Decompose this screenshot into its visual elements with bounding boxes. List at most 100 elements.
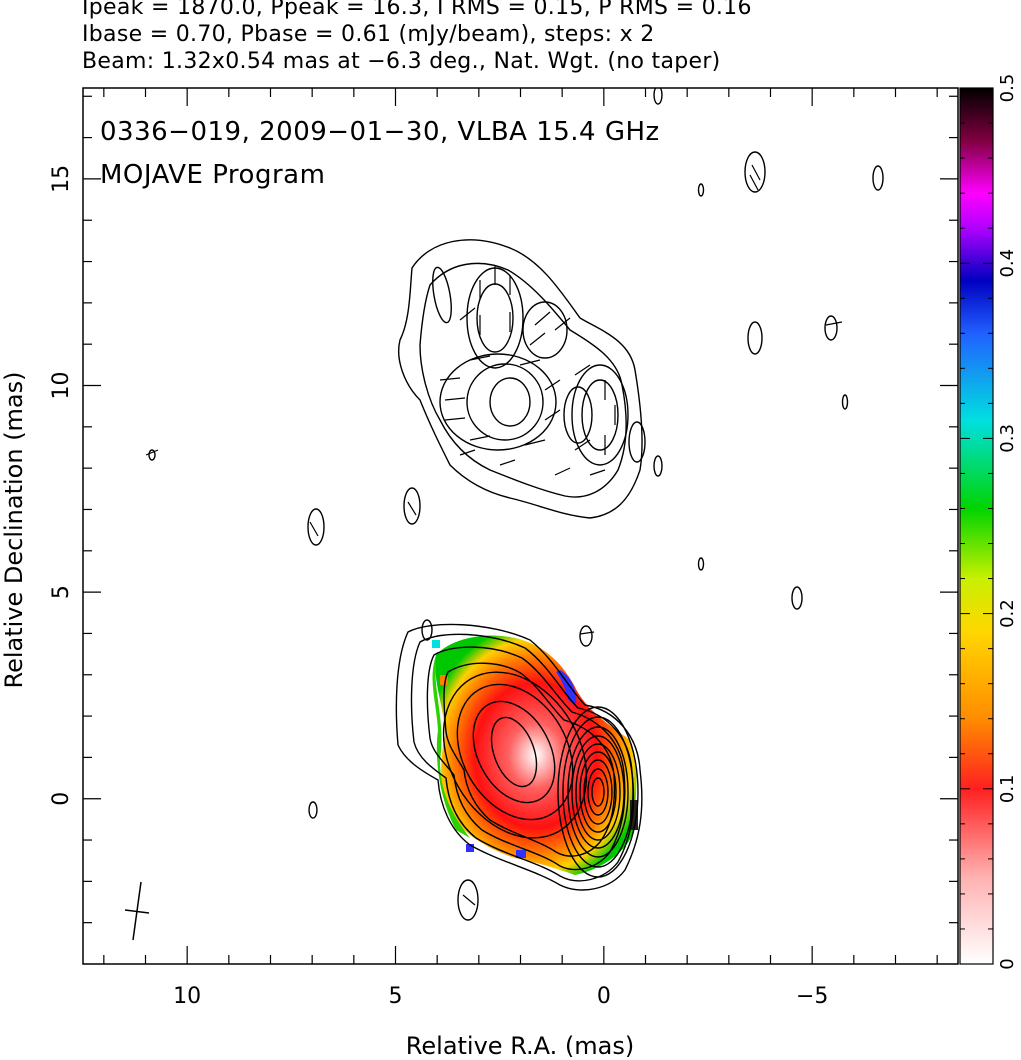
contour-line xyxy=(490,716,538,788)
beam-marker xyxy=(124,881,150,941)
polarization-pixel xyxy=(432,640,440,648)
contour-line xyxy=(419,262,627,498)
evpa-tick xyxy=(459,449,476,456)
evpa-tick xyxy=(407,501,417,516)
evpa-tick xyxy=(554,467,571,476)
contour-line xyxy=(456,683,574,821)
evpa-tick xyxy=(554,317,571,331)
evpa-tick xyxy=(145,449,159,456)
contour-line xyxy=(824,315,838,341)
colorbar-tick-label: 0 xyxy=(997,958,1018,969)
contour-line xyxy=(476,283,514,353)
contour-line xyxy=(791,586,803,610)
y-tick-label: 0 xyxy=(49,792,74,806)
contour-line xyxy=(591,777,605,807)
evpa-tick xyxy=(529,332,546,346)
evpa-tick xyxy=(519,359,541,366)
contour-line xyxy=(587,768,609,816)
evpa-tick xyxy=(462,894,476,906)
contour-line xyxy=(653,455,663,477)
colorbar-tick-label: 0.1 xyxy=(997,774,1018,803)
contour-line xyxy=(307,508,325,546)
contour-line xyxy=(567,726,629,858)
intensity-contours xyxy=(148,88,884,921)
header-line-3: Beam: 1.32x0.54 mas at −6.3 deg., Nat. W… xyxy=(82,49,721,74)
contour-line xyxy=(571,364,629,466)
evpa-tick xyxy=(309,521,319,537)
evpa-tick xyxy=(574,439,591,451)
evpa-tick xyxy=(544,409,561,421)
contour-line xyxy=(575,743,621,841)
evpa-tick xyxy=(574,364,591,376)
contour-line xyxy=(841,394,849,410)
evpa-tick xyxy=(579,631,595,635)
contour-line xyxy=(557,706,639,878)
contour-line xyxy=(562,716,634,868)
evpa-vectors xyxy=(145,164,843,906)
contour-line xyxy=(581,379,619,451)
contour-line xyxy=(426,646,626,871)
colorbar-axis: 0 0.1 0.2 0.3 0.4 0.5 xyxy=(960,74,1018,970)
evpa-tick xyxy=(444,417,466,421)
contour-line xyxy=(571,735,625,849)
x-tick-label: 10 xyxy=(173,984,201,1009)
contour-line xyxy=(697,557,705,571)
evpa-tick xyxy=(469,435,491,441)
source-annotation: 0336−019, 2009−01−30, VLBA 15.4 GHz xyxy=(100,117,660,147)
evpa-tick xyxy=(469,355,491,361)
contour-line xyxy=(403,487,421,525)
x-tick-label: −5 xyxy=(796,984,828,1009)
colorbar-tick-label: 0.5 xyxy=(997,74,1018,103)
x-axis-title: Relative R.A. (mas) xyxy=(406,1032,634,1060)
colorbar-tick-label: 0.3 xyxy=(997,424,1018,453)
y-axis-title: Relative Declination (mas) xyxy=(0,371,28,688)
x-tick-label: 5 xyxy=(389,984,403,1009)
polarization-edge-green xyxy=(432,655,470,838)
contour-line xyxy=(747,321,763,355)
evpa-tick xyxy=(459,307,476,321)
evpa-tick xyxy=(524,439,546,446)
header-line-2: Ibase = 0.70, Pbase = 0.61 (mJy/beam), s… xyxy=(82,22,655,47)
contour-line xyxy=(653,88,663,105)
evpa-tick xyxy=(444,397,466,401)
beam-minor-axis xyxy=(124,909,150,914)
x-axis: 10 5 0 −5 xyxy=(103,88,938,1009)
contour-line xyxy=(472,700,556,804)
evpa-tick xyxy=(825,321,843,326)
polarization-edge-blue xyxy=(556,670,577,705)
contour-line xyxy=(443,662,616,857)
contour-line xyxy=(628,421,646,463)
contour-line xyxy=(410,633,635,882)
contour-line xyxy=(442,671,588,839)
header-line-1: Ipeak = 1870.0, Ppeak = 16.3, I RMS = 0.… xyxy=(82,0,752,20)
x-tick-label: 0 xyxy=(597,984,611,1009)
y-tick-label: 5 xyxy=(49,585,74,599)
polarization-pixel xyxy=(516,850,526,858)
evpa-tick xyxy=(589,469,606,476)
evpa-tick xyxy=(751,164,761,181)
contour-line xyxy=(439,353,557,451)
y-tick-label: 10 xyxy=(49,372,74,400)
contour-line xyxy=(744,151,766,193)
contour-line xyxy=(563,386,593,444)
contour-line xyxy=(583,759,613,825)
contour-line xyxy=(489,377,531,427)
polarization-pixel xyxy=(466,844,474,852)
contour-line xyxy=(466,363,544,441)
program-annotation: MOJAVE Program xyxy=(100,160,325,190)
contour-line xyxy=(148,449,156,461)
evpa-tick xyxy=(499,459,516,466)
y-axis: 0 5 10 15 xyxy=(49,95,958,924)
contour-line xyxy=(457,879,479,921)
evpa-tick xyxy=(439,377,461,381)
colorbar-tick-label: 0.2 xyxy=(997,599,1018,628)
contour-line xyxy=(872,165,884,191)
contour-line xyxy=(398,239,643,519)
contour-line xyxy=(579,625,593,647)
evpa-tick xyxy=(749,174,759,191)
y-tick-label: 15 xyxy=(49,165,74,193)
colorbar xyxy=(959,87,994,965)
contour-line xyxy=(432,266,452,324)
contour-line xyxy=(395,623,643,891)
